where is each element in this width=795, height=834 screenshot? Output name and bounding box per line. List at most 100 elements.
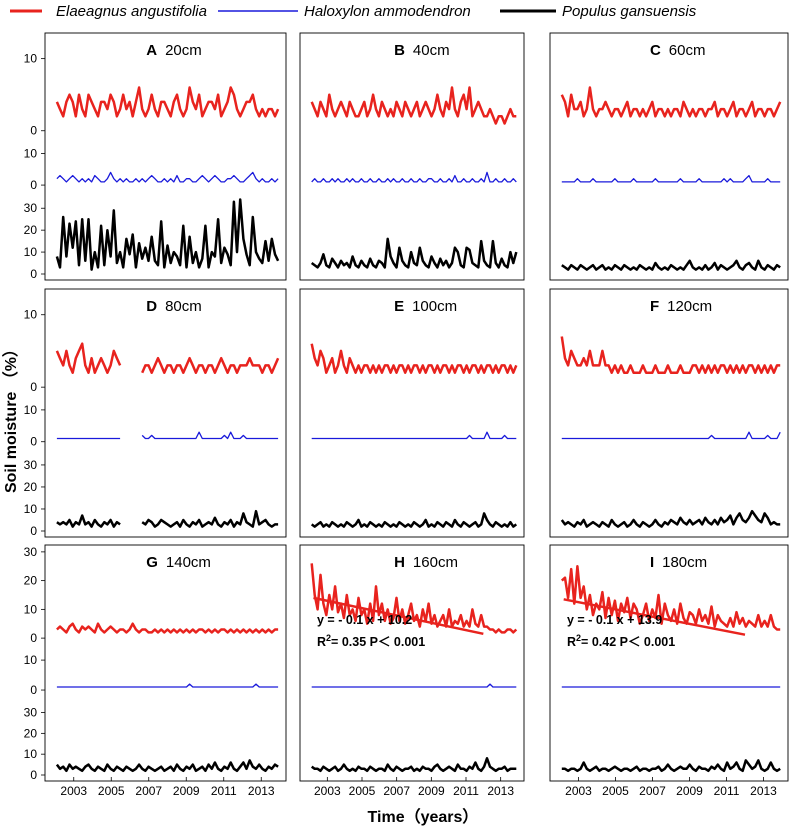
r-squared-sup: 2 xyxy=(576,633,581,643)
panel-label: C 60cm xyxy=(650,42,706,59)
panel-label: D 80cm xyxy=(146,298,202,315)
y-tick-label: 0 xyxy=(30,124,37,138)
y-axis-label: Soil moisture （%） xyxy=(2,341,20,493)
y-tick-label: 0 xyxy=(30,380,37,394)
x-tick-label: 2009 xyxy=(418,784,445,798)
x-tick-label: 2009 xyxy=(173,784,200,798)
panel-frame xyxy=(44,32,287,281)
panel-letter: G xyxy=(146,554,158,571)
series-line-haloxylon-ammodendron xyxy=(56,171,279,183)
x-tick-label: 2007 xyxy=(639,784,666,798)
r-squared-label: R xyxy=(567,635,576,649)
panel-frame xyxy=(549,288,789,538)
x-axis-label: Time（years） xyxy=(368,808,479,826)
y-tick-label: 10 xyxy=(24,403,38,417)
x-tick-label: 2003 xyxy=(314,784,341,798)
panel-label: E 100cm xyxy=(394,298,457,315)
panel-letter: C xyxy=(650,42,661,59)
series-line-elaeagnus-angustifolia xyxy=(310,86,517,125)
y-tick-label: 0 xyxy=(30,631,37,645)
panel-F: F 120cm xyxy=(549,288,789,538)
series-line-populus-gansuensis xyxy=(310,757,517,773)
panel-letter: B xyxy=(394,42,405,59)
series-line-elaeagnus-angustifolia xyxy=(55,342,280,374)
panel-depth: 20cm xyxy=(165,42,202,59)
panel-depth: 120cm xyxy=(667,298,712,315)
series-line-elaeagnus-angustifolia xyxy=(56,622,279,634)
x-tick-label: 2007 xyxy=(383,784,410,798)
x-tick-label: 2011 xyxy=(211,784,237,798)
y-tick-label: 10 xyxy=(24,146,38,160)
panel-A: 0 10 20 30 0 10 0 10 A 20cm xyxy=(24,32,287,281)
series-line-populus-gansuensis xyxy=(561,259,781,271)
panel-label: F 120cm xyxy=(650,298,712,315)
panel-D: 0 10 20 30 0 10 0 10 D 80cm xyxy=(24,288,287,538)
series-line-elaeagnus-angustifolia xyxy=(560,86,782,118)
y-tick-label: 10 xyxy=(24,52,38,66)
y-tick-label: 30 xyxy=(24,545,38,559)
series-line-populus-gansuensis xyxy=(56,509,279,528)
y-tick-label: 30 xyxy=(24,706,38,720)
panel-B: B 40cm xyxy=(299,32,525,281)
series-line-elaeagnus-angustifolia xyxy=(310,563,518,634)
y-tick-label: 10 xyxy=(24,602,38,616)
panel-G: 0 10 20 30 0 10 0 10 20 30 2003 2005 2007 2009 2011 201… xyxy=(24,544,287,798)
panel-label: H 160cm xyxy=(394,554,458,571)
y-tick-label: 0 xyxy=(30,768,37,782)
trend-equation: y = - 0.1 x + 10.2 xyxy=(317,613,412,627)
trend-stats-text: = 0.35 P＜ 0.001 xyxy=(331,635,425,649)
trend-stats: R2= 0.42 P＜ 0.001 xyxy=(567,633,675,649)
panel-depth: 80cm xyxy=(165,298,202,315)
series-line-populus-gansuensis xyxy=(55,198,280,271)
panel-letter: I xyxy=(650,554,654,571)
panel-frame xyxy=(44,544,287,782)
panel-depth: 100cm xyxy=(412,298,457,315)
legend-label-0: Elaeagnus angustifolia xyxy=(56,3,207,20)
panel-C: C 60cm xyxy=(549,32,789,281)
trend-equation: y = - 0.1 x + 13.9 xyxy=(567,613,662,627)
trend-stats: R2= 0.35 P＜ 0.001 xyxy=(317,633,425,649)
panel-frame xyxy=(299,288,525,538)
y-tick-label: 20 xyxy=(24,480,38,494)
trend-stats-text: = 0.42 P＜ 0.001 xyxy=(581,635,675,649)
trend-line xyxy=(313,596,484,636)
y-tick-label: 20 xyxy=(24,726,38,740)
x-tick-label: 2009 xyxy=(676,784,703,798)
panel-frame xyxy=(299,544,525,782)
legend-label-1: Haloxylon ammodendron xyxy=(304,3,471,20)
y-tick-label: 10 xyxy=(24,245,38,259)
x-tick-label: 2013 xyxy=(248,784,275,798)
y-tick-label: 30 xyxy=(24,458,38,472)
panel-frame xyxy=(299,32,525,281)
y-tick-label: 20 xyxy=(24,574,38,588)
series-line-haloxylon-ammodendron xyxy=(311,171,517,183)
series-line-haloxylon-ammodendron xyxy=(561,174,781,183)
panel-depth: 40cm xyxy=(413,42,450,59)
panel-label: B 40cm xyxy=(394,42,450,59)
r-squared-label: R xyxy=(317,635,326,649)
series-line-populus-gansuensis xyxy=(55,759,279,773)
panel-letter: H xyxy=(394,554,405,571)
y-tick-label: 0 xyxy=(30,524,37,538)
panel-E: E 100cm xyxy=(299,288,525,538)
y-tick-label: 30 xyxy=(24,201,38,215)
x-tick-label: 2011 xyxy=(453,784,479,798)
x-tick-label: 2005 xyxy=(349,784,376,798)
panel-label: G 140cm xyxy=(146,554,211,571)
panel-depth: 60cm xyxy=(669,42,706,59)
y-tick-label: 10 xyxy=(24,747,38,761)
panel-frame xyxy=(549,32,789,281)
y-tick-label: 0 xyxy=(30,683,37,697)
panel-letter: A xyxy=(146,42,157,59)
series-line-elaeagnus-angustifolia xyxy=(560,336,781,374)
y-tick-label: 0 xyxy=(30,267,37,281)
x-tick-label: 2005 xyxy=(98,784,125,798)
series-line-populus-gansuensis xyxy=(310,512,518,528)
series-line-elaeagnus-angustifolia xyxy=(310,343,518,374)
y-tick-label: 10 xyxy=(24,502,38,516)
trend-line xyxy=(563,598,746,636)
y-tick-label: 0 xyxy=(30,178,37,192)
series-line-haloxylon-ammodendron xyxy=(561,431,781,440)
